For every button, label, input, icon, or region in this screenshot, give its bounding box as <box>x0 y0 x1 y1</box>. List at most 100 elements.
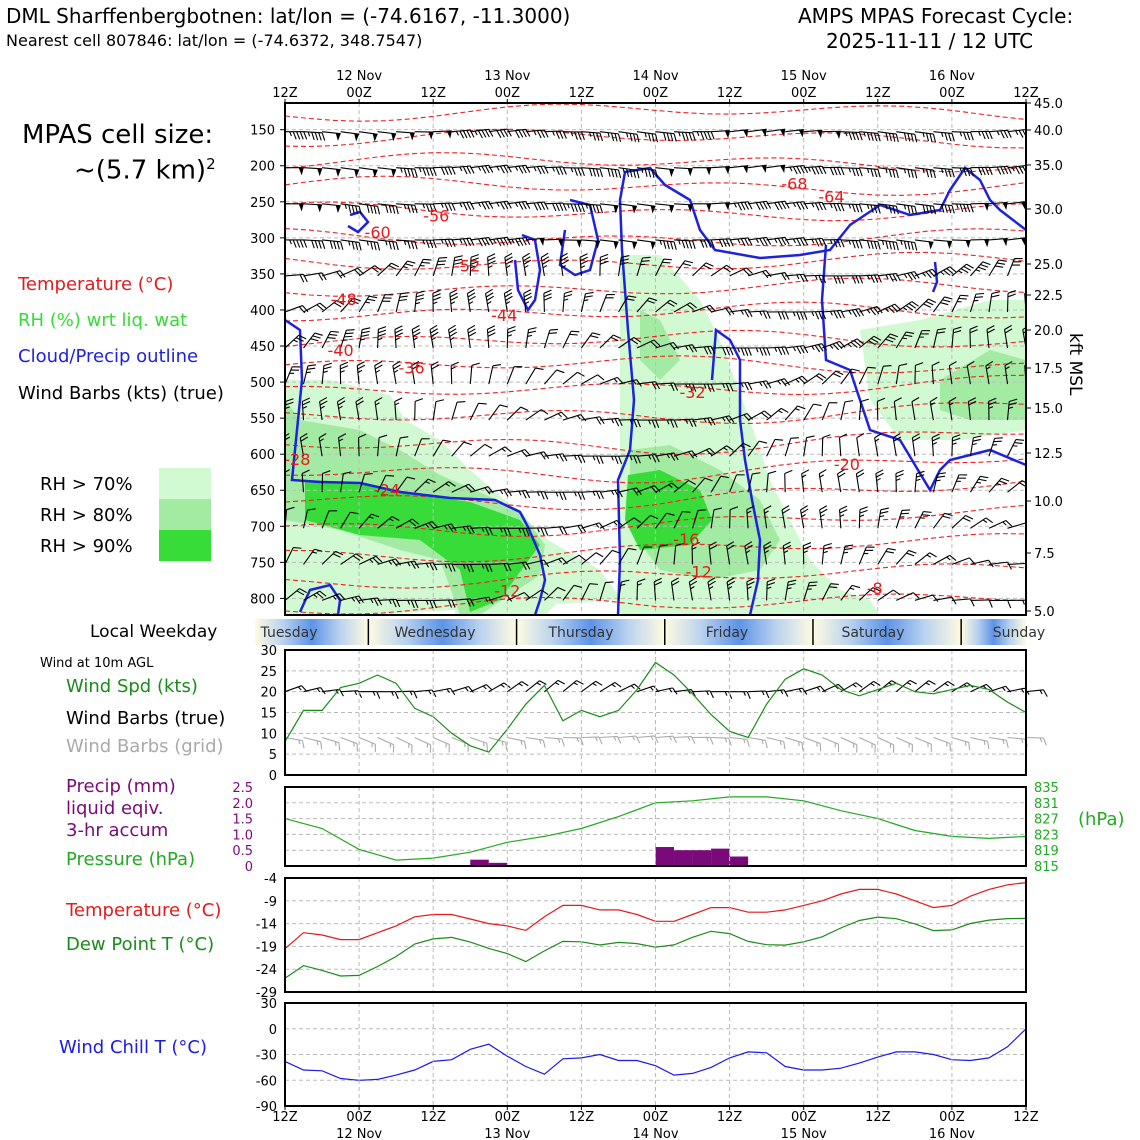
wind-barb <box>562 203 585 213</box>
barb-full <box>421 261 430 264</box>
barb-full <box>781 311 786 320</box>
barb-full <box>543 293 552 298</box>
barb-staff <box>358 736 376 745</box>
wind-barb <box>803 435 815 457</box>
barb-half <box>388 560 393 565</box>
wind-barb <box>785 345 809 354</box>
wind-barb <box>821 370 844 385</box>
barb-half <box>975 269 981 272</box>
barb-full <box>523 741 527 749</box>
wind-barb <box>1006 257 1023 277</box>
wind-barb <box>414 599 437 609</box>
wind-barb <box>655 512 675 529</box>
barb-half <box>941 132 944 137</box>
barb-full <box>873 680 881 686</box>
bottom-date-label: 14 Nov <box>632 1127 678 1140</box>
wind-barb <box>618 203 638 214</box>
wind-barb <box>394 325 404 349</box>
barb-staff <box>933 239 953 243</box>
wind-barb <box>447 324 458 349</box>
barb-half <box>926 554 932 558</box>
barb-full <box>581 491 586 500</box>
barb-full <box>451 238 456 247</box>
barb-full <box>792 166 798 175</box>
legend-wind-barbs: Wind Barbs (kts) (true) <box>18 383 224 404</box>
bottom-hour-label: 00Z <box>939 1110 965 1125</box>
wind-barb <box>655 203 675 214</box>
barb-full <box>590 335 599 339</box>
barb-full <box>471 362 480 366</box>
barb-staff <box>988 736 1007 741</box>
barb-full <box>949 554 957 561</box>
barb-full <box>488 237 494 245</box>
wind-barb <box>729 129 749 138</box>
barb-full <box>521 237 527 246</box>
wind-barb <box>784 579 797 601</box>
barb-half <box>881 240 885 246</box>
barb-staff <box>377 736 394 746</box>
barb-half <box>455 131 459 136</box>
barb-half <box>555 454 559 459</box>
wind-barb <box>1007 599 1026 608</box>
barb-full <box>429 600 434 609</box>
hpa-tick-label: 700 <box>250 520 275 535</box>
barb-half <box>630 685 635 689</box>
barb-full <box>504 252 513 258</box>
wind-barb <box>729 442 751 457</box>
barb-staff <box>673 480 689 493</box>
barb-half <box>431 337 437 341</box>
barb-full <box>951 205 955 214</box>
wind-barb <box>285 547 302 565</box>
wind-barb <box>470 736 488 752</box>
barb-full <box>523 592 531 599</box>
barb-full <box>362 327 371 331</box>
barb-full <box>592 132 597 141</box>
barb-half <box>450 301 456 305</box>
barb-full <box>470 253 479 258</box>
barb-full <box>851 309 858 318</box>
barb-full <box>700 239 705 248</box>
barb-full <box>518 238 524 246</box>
wind-barb <box>988 201 1008 211</box>
wind-barb <box>692 239 715 248</box>
wind-barb <box>914 552 937 565</box>
wind-barb <box>303 203 323 213</box>
barb-full <box>442 439 451 443</box>
barb-full <box>780 407 789 413</box>
barb-flag <box>687 168 693 177</box>
barb-full <box>823 546 832 550</box>
wind-barb <box>488 488 512 497</box>
dewpoint-label: Dew Point T (°C) <box>66 934 215 955</box>
wind-barb <box>395 292 409 313</box>
wind-barb <box>892 433 902 457</box>
barb-staff <box>340 473 344 493</box>
wind-barb <box>692 477 713 493</box>
barb-full <box>543 296 552 301</box>
wind-barb <box>989 599 1012 609</box>
barb-staff <box>803 736 821 745</box>
barb-full <box>374 744 376 753</box>
barb-full <box>914 242 918 251</box>
barb-full <box>391 559 398 567</box>
wind-barb <box>785 237 809 247</box>
barb-half <box>622 168 625 173</box>
wind-barb <box>673 131 696 141</box>
barb-staff <box>488 682 505 693</box>
wind-barb <box>896 167 918 179</box>
barb-staff <box>525 409 542 421</box>
cell-size-label: MPAS cell size: <box>22 120 214 150</box>
barb-half <box>848 167 852 173</box>
barb-full <box>407 204 411 213</box>
barb-staff <box>859 167 878 170</box>
barb-staff <box>562 371 578 385</box>
barb-half <box>798 688 802 693</box>
barb-full <box>411 324 420 330</box>
barb-full <box>669 299 678 305</box>
barb-full <box>952 434 961 439</box>
barb-full <box>885 338 894 343</box>
barb-full <box>346 329 355 331</box>
barb-full <box>486 743 488 752</box>
barb-half <box>371 742 373 748</box>
barb-full <box>709 690 714 699</box>
barb-full <box>709 545 718 550</box>
